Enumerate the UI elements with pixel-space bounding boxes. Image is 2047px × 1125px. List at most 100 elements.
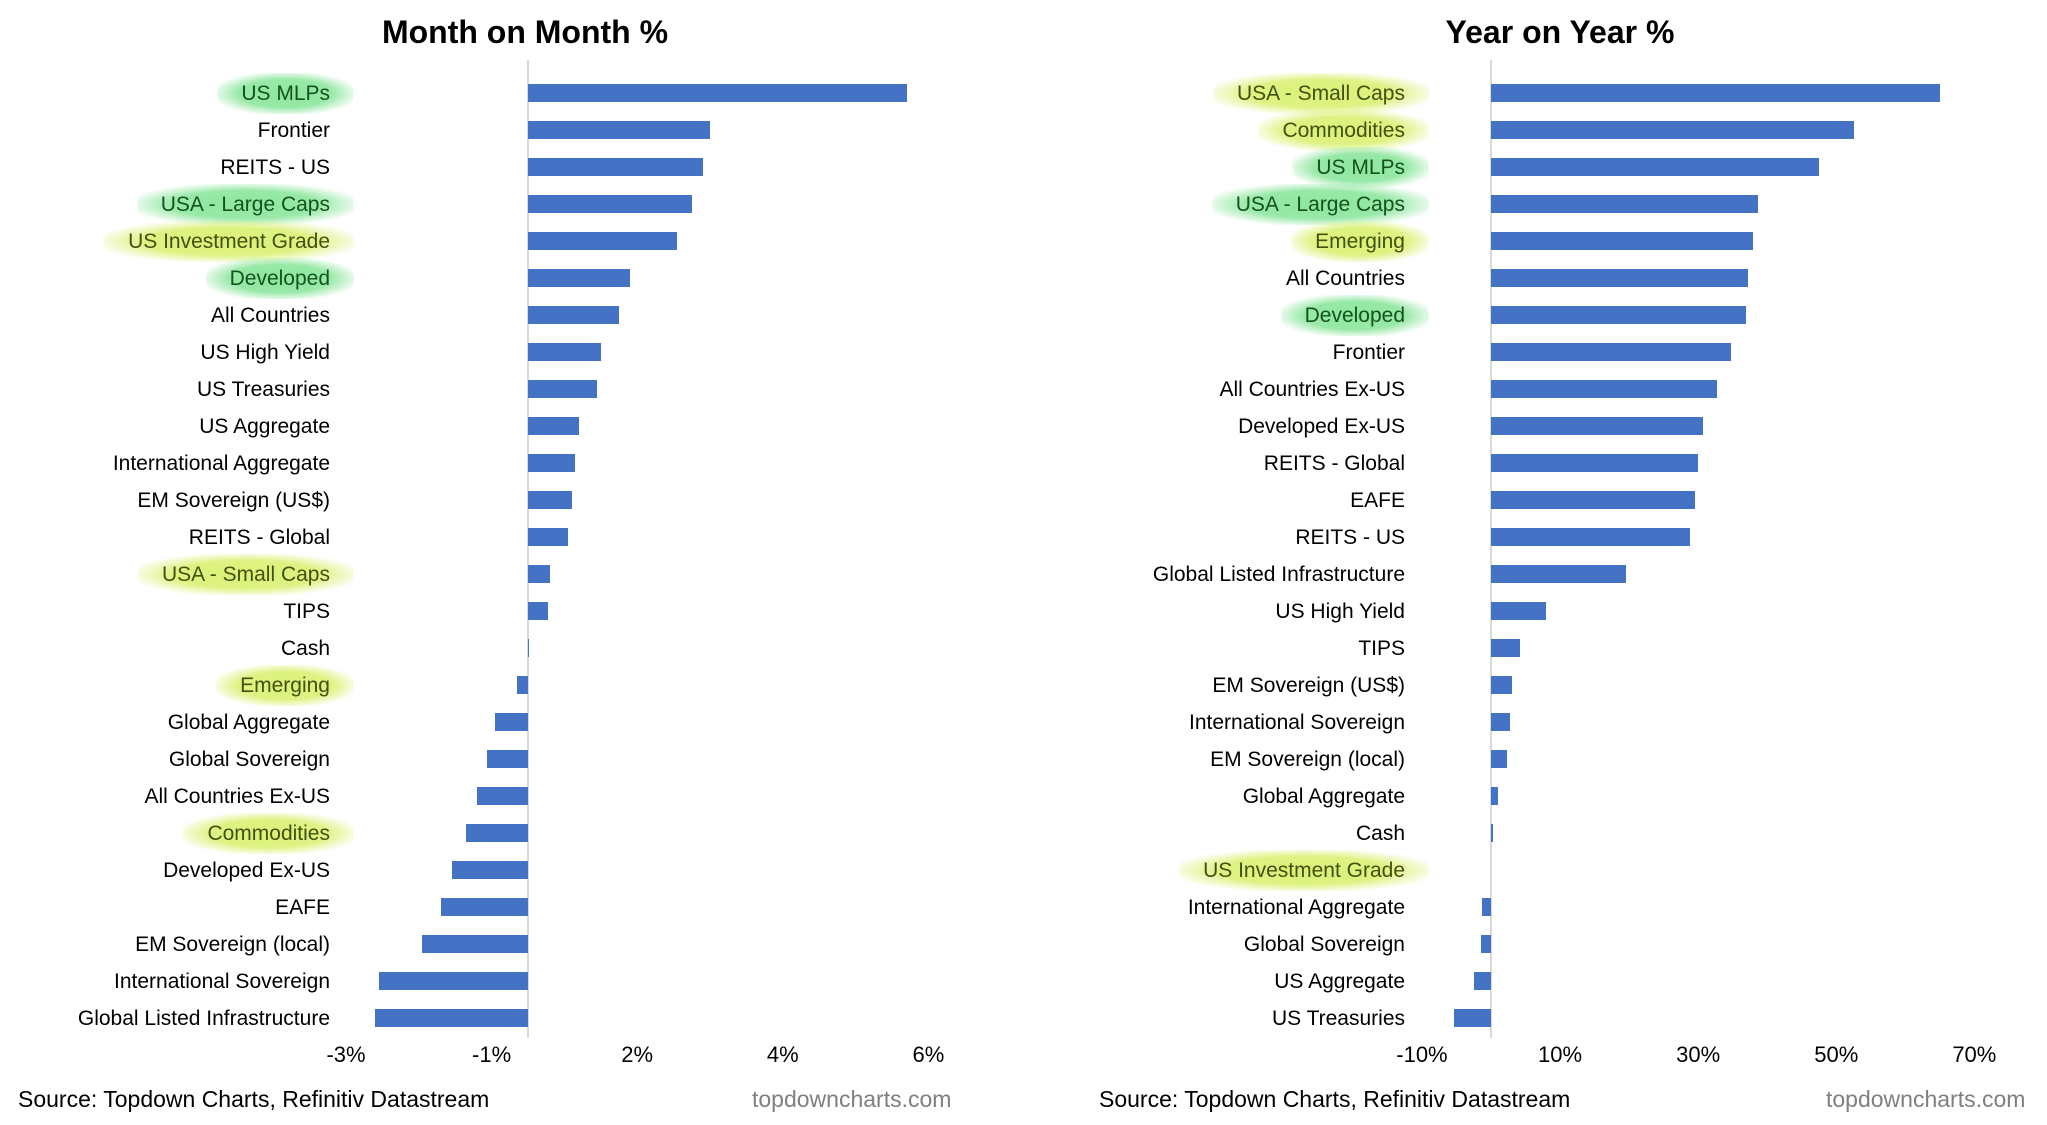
category-text: International Aggregate [1187,896,1405,919]
bar [528,565,550,583]
category-label: Developed [1280,295,1429,336]
website-text: topdowncharts.com [1826,1086,2026,1112]
bar [1491,454,1699,472]
category-label: All Countries Ex-US [1219,371,1405,408]
bar [528,121,710,139]
bar [1491,232,1754,250]
category-text: EM Sovereign (US$) [1212,674,1405,697]
category-label: International Aggregate [113,445,330,482]
category-label: Cash [1356,815,1405,852]
category-label: Frontier [1333,334,1405,371]
category-highlight: US Investment Grade [1179,850,1429,891]
bar [528,639,530,657]
category-text: Global Sovereign [168,748,330,771]
bar [528,84,907,102]
category-text: All Countries Ex-US [1219,378,1405,401]
bar [528,528,569,546]
category-label: TIPS [283,593,330,630]
category-label: TIPS [1358,630,1405,667]
category-text: EM Sovereign (local) [135,933,330,956]
x-tick-label: 10% [1538,1042,1583,1067]
category-highlight: US MLPs [1292,147,1429,188]
category-label: International Aggregate [1188,889,1405,926]
category-text: Global Listed Infrastructure [1152,563,1405,586]
bar [1491,121,1854,139]
category-label: Commodities [1258,110,1429,151]
category-label: REITS - Global [1264,445,1405,482]
category-label: Global Listed Infrastructure [78,1000,330,1037]
bar [422,935,528,953]
category-text: US High Yield [200,341,330,364]
category-text: EAFE [275,896,330,919]
category-text: Developed Ex-US [163,859,330,882]
category-highlight: USA - Large Caps [136,184,354,225]
bar [528,380,598,398]
category-label: Emerging [1291,221,1429,262]
source-text: Source: Topdown Charts, Refinitiv Datast… [18,1086,490,1112]
category-label: US High Yield [1275,593,1405,630]
category-label: USA - Large Caps [136,184,354,225]
category-label: EAFE [1350,482,1405,519]
category-label: Global Sovereign [1244,926,1405,963]
category-highlight: Commodities [1258,110,1429,151]
category-text: US Aggregate [199,415,330,438]
category-label: All Countries [1286,260,1405,297]
category-label: International Sovereign [1189,704,1405,741]
category-label: REITS - Global [189,519,330,556]
category-label: US MLPs [217,73,354,114]
category-highlight: USA - Small Caps [1212,73,1429,114]
chart-title: Month on Month % [381,14,669,50]
category-label: EAFE [275,889,330,926]
category-highlight: Developed [205,258,354,299]
bar [528,491,572,509]
bar [486,750,528,768]
bar [528,232,678,250]
category-text: International Sovereign [114,970,330,993]
category-highlight: US Investment Grade [104,221,354,262]
category-highlight: USA - Small Caps [137,554,354,595]
category-text: REITS - Global [1263,452,1405,475]
category-text: All Countries [210,304,330,327]
category-text: International Sovereign [1189,711,1405,734]
category-label: Developed [205,258,354,299]
category-text: International Aggregate [112,452,330,475]
bar [528,602,548,620]
category-label: EM Sovereign (US$) [1212,667,1405,704]
category-highlight: US MLPs [217,73,354,114]
axis-zero-line [1490,60,1492,1038]
x-tick-label: -3% [326,1042,366,1067]
bar [375,1009,528,1027]
category-label: Global Listed Infrastructure [1153,556,1405,593]
category-text: Frontier [257,119,330,142]
category-label: Global Sovereign [169,741,330,778]
category-label: Developed Ex-US [163,852,330,889]
category-highlight: Emerging [1291,221,1429,262]
category-text: TIPS [1358,637,1405,660]
bar [1491,417,1703,435]
category-text: Global Aggregate [1242,785,1405,808]
category-text: TIPS [283,600,330,623]
bar [1491,824,1494,842]
bar [1491,713,1511,731]
bar [528,195,692,213]
bar [1491,306,1747,324]
category-text: EAFE [1350,489,1405,512]
category-label: International Sovereign [114,963,330,1000]
bar [1491,195,1758,213]
category-label: USA - Small Caps [137,554,354,595]
category-label: EM Sovereign (local) [1210,741,1405,778]
category-text: US High Yield [1275,600,1405,623]
category-highlight: Commodities [183,813,354,854]
category-text: Cash [1355,822,1405,845]
bar [378,972,528,990]
category-text: Cash [280,637,330,660]
category-label: EM Sovereign (local) [135,926,330,963]
source-text: Source: Topdown Charts, Refinitiv Datast… [1099,1086,1571,1112]
category-label: US Treasuries [1272,1000,1405,1037]
category-highlight: USA - Large Caps [1211,184,1429,225]
category-label: US Investment Grade [104,221,354,262]
x-tick-label: 70% [1952,1042,1997,1067]
category-highlight: Emerging [216,665,354,706]
axis-zero-line [527,60,529,1038]
